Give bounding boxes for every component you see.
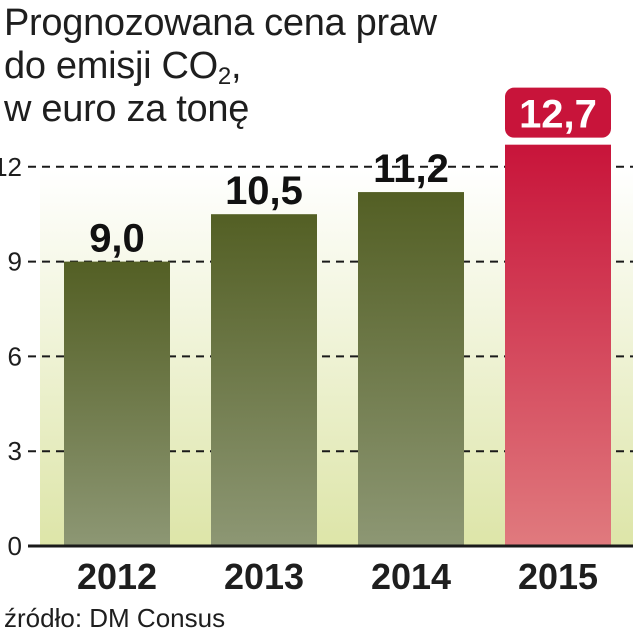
title-line-2-end: , bbox=[230, 45, 242, 87]
bar bbox=[64, 261, 170, 546]
y-tick-label: 6 bbox=[8, 341, 22, 371]
bar bbox=[505, 144, 611, 546]
value-label-badge bbox=[505, 87, 611, 138]
title-line-2: do emisji CO2, bbox=[4, 45, 464, 90]
title-line-2-main: do emisji CO bbox=[4, 45, 218, 87]
bar bbox=[358, 192, 464, 546]
chart-title: Prognozowana cena praw do emisji CO2, w … bbox=[4, 2, 464, 131]
x-tick-label: 2015 bbox=[518, 556, 598, 597]
y-tick-label: 9 bbox=[8, 247, 22, 277]
value-label: 9,0 bbox=[89, 217, 145, 261]
bar bbox=[211, 214, 317, 546]
value-labels: 9,0 10,5 11,2 12,7 bbox=[89, 87, 611, 261]
y-tick-label: 12 bbox=[0, 152, 22, 182]
value-label: 10,5 bbox=[225, 169, 303, 213]
title-line-1: Prognozowana cena praw bbox=[4, 2, 437, 44]
y-axis-ticks: 0 3 6 9 12 bbox=[0, 152, 22, 561]
x-axis-labels: 2012 2013 2014 2015 bbox=[77, 556, 598, 597]
title-line-3: w euro za tonę bbox=[4, 88, 250, 130]
source-note: źródło: DM Consus bbox=[4, 603, 226, 633]
bars bbox=[64, 144, 611, 546]
title-line-2-subscript: 2 bbox=[217, 63, 231, 90]
y-tick-label: 0 bbox=[8, 531, 22, 561]
y-tick-label: 3 bbox=[8, 436, 22, 466]
value-label: 11,2 bbox=[373, 147, 449, 191]
value-label: 12,7 bbox=[519, 93, 597, 137]
x-tick-label: 2014 bbox=[371, 556, 451, 597]
x-tick-label: 2013 bbox=[224, 556, 304, 597]
x-tick-label: 2012 bbox=[77, 556, 157, 597]
